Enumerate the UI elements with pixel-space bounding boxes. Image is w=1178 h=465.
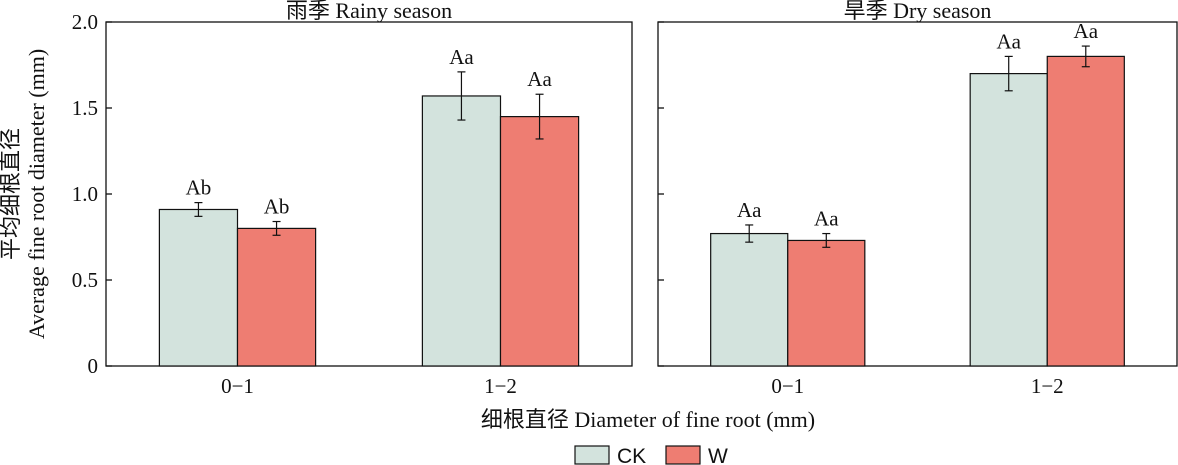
legend-swatch-ck bbox=[574, 445, 610, 465]
y-tick-label: 2.0 bbox=[72, 10, 98, 34]
bar-w bbox=[236, 227, 317, 367]
x-axis-title: 细根直径 Diameter of fine root (mm) bbox=[481, 407, 815, 432]
y-tick-label: 0.5 bbox=[72, 268, 98, 292]
y-axis-title-cn: 平均细根直径 bbox=[0, 128, 23, 260]
bar-ck bbox=[421, 95, 502, 367]
bar-ck bbox=[158, 208, 239, 367]
y-axis-title: 平均细根直径 Average fine root diameter (mm) bbox=[0, 49, 49, 339]
bar-w bbox=[499, 115, 580, 367]
bar-w bbox=[1046, 55, 1125, 367]
chart-panels: 雨季 Rainy season 0 0.5 1.0 1.5 2.0 0−1 Ab Ab 1−2 Aa… bbox=[72, 0, 1178, 398]
significance-label: Aa bbox=[996, 29, 1021, 53]
significance-label: Aa bbox=[527, 67, 552, 91]
x-tick-label: 0−1 bbox=[771, 374, 804, 398]
y-tick-label: 1.5 bbox=[72, 96, 98, 120]
bar-ck bbox=[969, 72, 1048, 367]
significance-label: Aa bbox=[814, 207, 839, 231]
bar-w bbox=[787, 239, 866, 367]
significance-label: Ab bbox=[186, 176, 212, 200]
chart-panel-2: 旱季 Dry season 0−1 Aa Aa 1−2 Aa Aa bbox=[657, 0, 1178, 398]
significance-label: Aa bbox=[1074, 19, 1099, 43]
y-axis-title-en: Average fine root diameter (mm) bbox=[24, 49, 49, 339]
x-tick-label: 1−2 bbox=[1031, 374, 1064, 398]
panel-title: 旱季 Dry season bbox=[844, 0, 992, 23]
legend-label-w: W bbox=[708, 445, 728, 465]
significance-label: Aa bbox=[737, 198, 762, 222]
x-tick-label: 1−2 bbox=[484, 374, 517, 398]
y-tick-label: 0 bbox=[88, 354, 99, 378]
chart-panel-1: 雨季 Rainy season 0 0.5 1.0 1.5 2.0 0−1 Ab Ab 1−2 Aa… bbox=[72, 0, 633, 398]
legend-label-ck: CK bbox=[617, 445, 646, 465]
legend-swatch-w bbox=[665, 445, 701, 465]
panel-title: 雨季 Rainy season bbox=[286, 0, 452, 23]
significance-label: Aa bbox=[449, 45, 474, 69]
legend: CK W bbox=[574, 445, 728, 465]
x-tick-label: 0−1 bbox=[221, 374, 254, 398]
bar-ck bbox=[710, 232, 789, 367]
significance-label: Ab bbox=[264, 195, 290, 219]
y-tick-label: 1.0 bbox=[72, 182, 98, 206]
